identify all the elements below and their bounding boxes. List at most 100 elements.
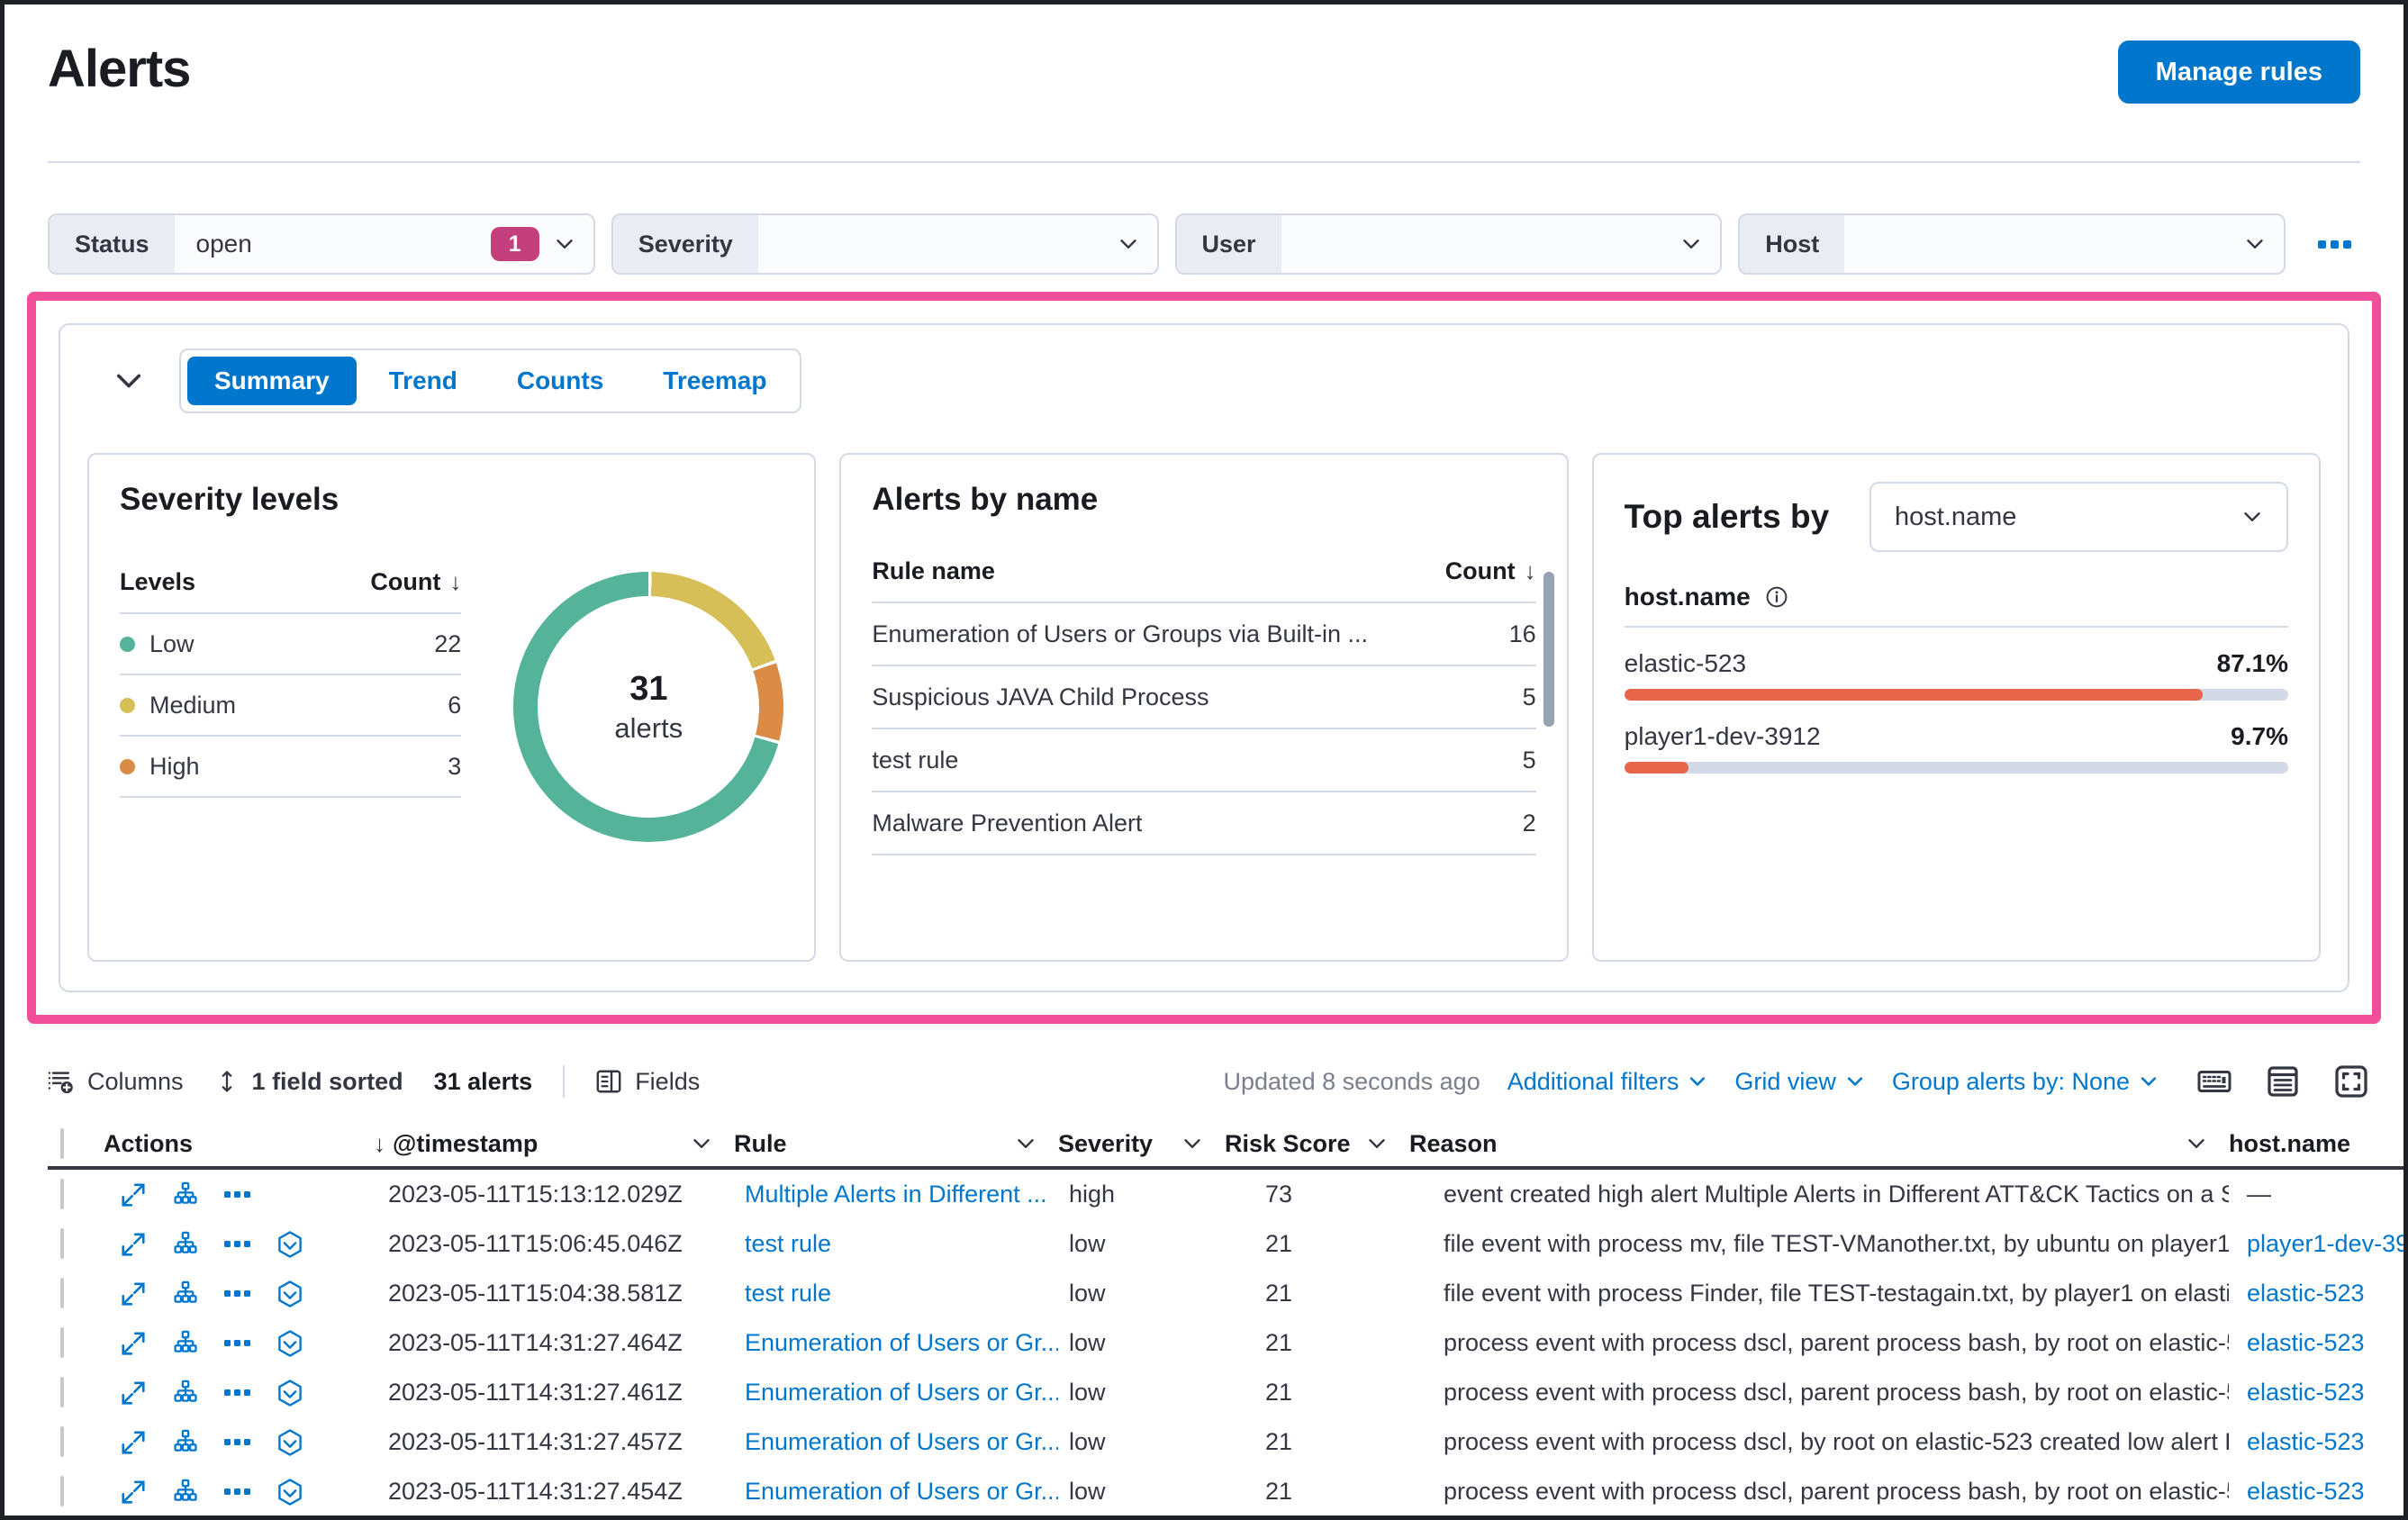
filter-user[interactable]: User [1175,213,1723,275]
top-alerts-divider [1625,626,2288,628]
row-checkbox[interactable] [60,1278,64,1308]
row-checkbox[interactable] [60,1179,64,1209]
expand-alert-icon[interactable] [118,1229,149,1260]
alert-host-link[interactable]: elastic-523 [2247,1379,2365,1406]
donut-total: 31 [629,670,667,709]
row-density-icon[interactable] [2261,1060,2304,1103]
analyzer-icon[interactable] [170,1477,201,1507]
alert-table-row: 2023-05-11T14:31:27.461Z Enumeration of … [48,1368,2403,1417]
alert-rule-link[interactable]: Enumeration of Users or Gr... [745,1329,1058,1356]
alert-host-link[interactable]: elastic-523 [2247,1329,2365,1356]
expand-alert-icon[interactable] [118,1328,149,1359]
alert-risk-score: 21 [1225,1428,1409,1456]
rule-name: test rule [872,746,958,774]
more-actions-icon[interactable] [222,1487,252,1497]
analyzer-icon[interactable] [170,1378,201,1408]
column-header-host-name[interactable]: host.name [2229,1130,2408,1158]
session-view-icon[interactable] [274,1327,306,1360]
columns-button[interactable]: Columns [48,1068,184,1096]
filter-host[interactable]: Host [1738,213,2286,275]
keyboard-shortcuts-icon[interactable] [2193,1060,2236,1103]
sort-down-icon: ↓ [449,568,461,595]
severity-col-count[interactable]: Count↓ [370,568,461,596]
collapse-section-icon[interactable] [105,357,152,404]
column-header-reason[interactable]: Reason [1409,1130,2229,1158]
abn-col-count[interactable]: Count↓ [1445,557,1536,585]
expand-alert-icon[interactable] [118,1279,149,1309]
row-checkbox[interactable] [60,1327,64,1358]
expand-alert-icon[interactable] [118,1180,149,1210]
analyzer-icon[interactable] [170,1279,201,1309]
alert-rule-link[interactable]: Enumeration of Users or Gr... [745,1379,1058,1406]
sort-fields-button[interactable]: 1 field sorted [214,1068,403,1096]
tab-summary[interactable]: Summary [187,357,357,405]
alert-table-row: 2023-05-11T14:31:27.452Z Enumeration of … [48,1516,2403,1520]
analyzer-icon[interactable] [170,1427,201,1458]
session-view-icon[interactable] [274,1278,306,1310]
row-checkbox[interactable] [60,1228,64,1259]
abn-col-rule-name: Rule name [872,557,995,585]
more-actions-icon[interactable] [222,1437,252,1447]
row-checkbox[interactable] [60,1476,64,1506]
fullscreen-icon[interactable] [2330,1060,2373,1103]
row-checkbox[interactable] [60,1426,64,1457]
filter-severity[interactable]: Severity [611,213,1159,275]
expand-alert-icon[interactable] [118,1427,149,1458]
fields-button[interactable]: Fields [595,1068,700,1096]
row-checkbox[interactable] [60,1377,64,1407]
expand-alert-icon[interactable] [118,1477,149,1507]
alerts-by-name-title: Alerts by name [872,482,1535,518]
column-header-risk-score[interactable]: Risk Score [1225,1130,1409,1158]
alert-severity: low [1058,1379,1225,1407]
filter-label: User [1177,215,1281,273]
table-header-row: Actions ↓ @timestamp Rule Severity Risk … [48,1121,2408,1170]
chevron-down-icon [1845,1072,1865,1091]
alert-host: elastic-523 [2229,1379,2408,1407]
session-view-icon[interactable] [274,1228,306,1261]
analyzer-icon[interactable] [170,1180,201,1210]
top-alerts-field-select[interactable]: host.name [1869,482,2288,552]
alert-host-link[interactable]: elastic-523 [2247,1428,2365,1455]
scrollbar-thumb[interactable] [1543,572,1554,727]
page-header: Alerts Manage rules [5,5,2403,104]
more-actions-icon[interactable] [222,1388,252,1398]
tab-treemap[interactable]: Treemap [636,357,793,405]
group-alerts-by-button[interactable]: Group alerts by: None [1892,1068,2159,1096]
alert-rule-link[interactable]: test rule [745,1230,831,1257]
alert-rule-link[interactable]: Enumeration of Users or Gr... [745,1428,1058,1455]
analyzer-icon[interactable] [170,1328,201,1359]
more-actions-icon[interactable] [222,1190,252,1199]
alert-count: 31 alerts [434,1068,533,1096]
more-actions-icon[interactable] [222,1289,252,1298]
column-header-actions[interactable]: Actions [104,1130,374,1158]
alert-host-link[interactable]: elastic-523 [2247,1478,2365,1505]
tab-trend[interactable]: Trend [362,357,484,405]
analyzer-icon[interactable] [170,1229,201,1260]
alert-rule-link[interactable]: Multiple Alerts in Different ... [745,1181,1047,1208]
manage-rules-button[interactable]: Manage rules [2118,41,2360,104]
alert-reason: process event with process dscl, parent … [1409,1379,2229,1407]
more-filters-icon[interactable] [2309,231,2360,258]
session-view-icon[interactable] [274,1377,306,1409]
alert-rule-link[interactable]: test rule [745,1280,831,1307]
select-all-checkbox[interactable] [60,1128,64,1159]
more-actions-icon[interactable] [222,1338,252,1348]
alert-host-link[interactable]: player1-dev-3912 [2247,1230,2408,1257]
column-header--timestamp[interactable]: ↓ @timestamp [374,1130,734,1158]
alert-rule-link[interactable]: Enumeration of Users or Gr... [745,1478,1058,1505]
more-actions-icon[interactable] [222,1239,252,1249]
grid-view-button[interactable]: Grid view [1734,1068,1865,1096]
expand-alert-icon[interactable] [118,1378,149,1408]
column-header-severity[interactable]: Severity [1058,1130,1225,1158]
chevron-down-icon [1181,1133,1203,1154]
session-view-icon[interactable] [274,1426,306,1459]
session-view-icon[interactable] [274,1476,306,1508]
filter-status[interactable]: Status open 1 [48,213,595,275]
info-icon[interactable] [1765,585,1788,609]
tab-counts[interactable]: Counts [490,357,630,405]
alert-host-link[interactable]: elastic-523 [2247,1280,2365,1307]
severity-level-count: 22 [434,630,461,658]
top-alerts-row: player1-dev-3912 9.7% [1625,722,2288,774]
column-header-rule[interactable]: Rule [734,1130,1058,1158]
additional-filters-button[interactable]: Additional filters [1507,1068,1708,1096]
